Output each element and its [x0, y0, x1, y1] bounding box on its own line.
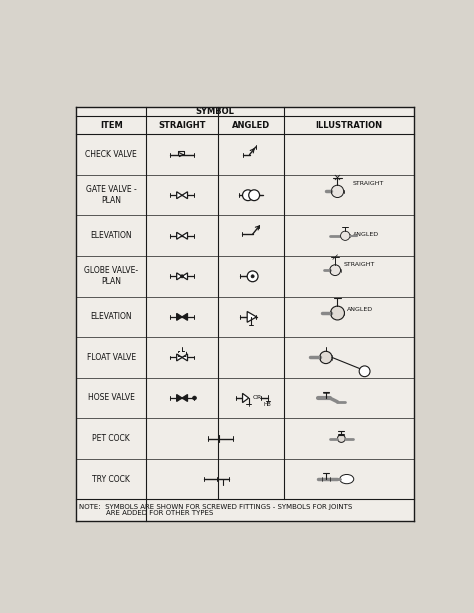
- Polygon shape: [182, 354, 188, 361]
- Polygon shape: [182, 232, 188, 239]
- Circle shape: [330, 265, 341, 276]
- Circle shape: [359, 366, 370, 376]
- Circle shape: [247, 271, 258, 282]
- Text: ELEVATION: ELEVATION: [91, 313, 132, 321]
- Circle shape: [331, 185, 344, 197]
- Text: OR: OR: [253, 395, 262, 400]
- Circle shape: [337, 435, 345, 443]
- Polygon shape: [177, 395, 182, 402]
- Text: FLOAT VALVE: FLOAT VALVE: [87, 353, 136, 362]
- Text: ILLUSTRATION: ILLUSTRATION: [316, 121, 383, 130]
- Text: GATE VALVE -
PLAN: GATE VALVE - PLAN: [86, 185, 137, 205]
- Circle shape: [319, 351, 332, 364]
- Polygon shape: [182, 313, 188, 321]
- Polygon shape: [177, 313, 182, 321]
- Text: ITEM: ITEM: [100, 121, 123, 130]
- Text: SYMBOL: SYMBOL: [196, 107, 235, 116]
- Text: STRAIGHT: STRAIGHT: [344, 262, 375, 267]
- Polygon shape: [177, 192, 182, 199]
- Circle shape: [249, 190, 260, 200]
- Polygon shape: [177, 273, 182, 280]
- Polygon shape: [247, 311, 256, 322]
- Text: ANGLED: ANGLED: [347, 306, 373, 311]
- Polygon shape: [177, 232, 182, 239]
- Polygon shape: [182, 192, 188, 199]
- Text: CHECK VALVE: CHECK VALVE: [85, 150, 137, 159]
- Bar: [76, 107, 414, 521]
- Circle shape: [181, 275, 183, 278]
- Text: ANGLED: ANGLED: [353, 232, 379, 237]
- Text: HOSE VALVE: HOSE VALVE: [88, 394, 135, 403]
- Text: ANGLED: ANGLED: [232, 121, 270, 130]
- Polygon shape: [182, 395, 188, 402]
- Circle shape: [243, 190, 254, 200]
- Text: STRAIGHT: STRAIGHT: [353, 181, 384, 186]
- Circle shape: [341, 231, 350, 240]
- Circle shape: [330, 306, 345, 320]
- Text: NOTE:  SYMBOLS ARE SHOWN FOR SCREWED FITTINGS - SYMBOLS FOR JOINTS: NOTE: SYMBOLS ARE SHOWN FOR SCREWED FITT…: [80, 504, 353, 510]
- Text: PET COCK: PET COCK: [92, 434, 130, 443]
- Circle shape: [251, 275, 254, 278]
- Polygon shape: [243, 394, 249, 403]
- Text: TRY COCK: TRY COCK: [92, 474, 130, 484]
- Text: ARE ADDED FOR OTHER TYPES: ARE ADDED FOR OTHER TYPES: [80, 510, 214, 516]
- Text: GLOBE VALVE-
PLAN: GLOBE VALVE- PLAN: [84, 266, 138, 286]
- Polygon shape: [182, 273, 188, 280]
- Polygon shape: [177, 354, 182, 361]
- Text: STRAIGHT: STRAIGHT: [158, 121, 206, 130]
- Ellipse shape: [340, 474, 354, 484]
- Circle shape: [192, 396, 196, 400]
- Text: ELEVATION: ELEVATION: [91, 231, 132, 240]
- Text: HB: HB: [264, 402, 271, 408]
- Bar: [178, 351, 186, 356]
